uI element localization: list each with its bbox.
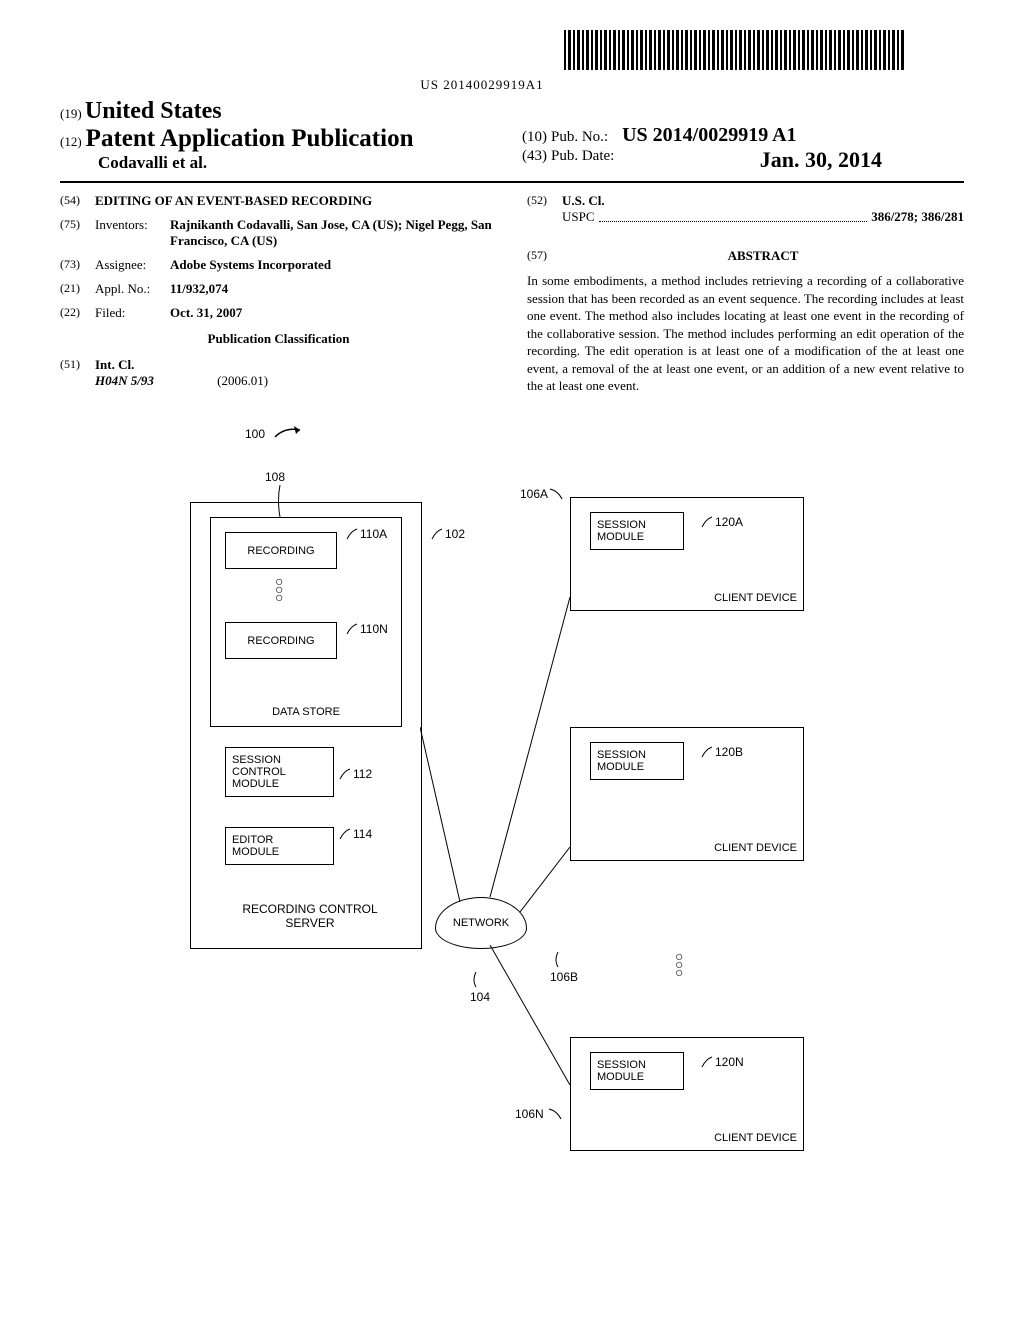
pub-date: Jan. 30, 2014 [760,147,882,173]
right-column: (52) U.S. Cl. USPC 386/278; 386/281 (57)… [527,193,964,397]
client-n-label: CLIENT DEVICE [714,1132,797,1144]
session-module-b-label: SESSION MODULE [597,749,646,773]
client-a-label: CLIENT DEVICE [714,592,797,604]
barcode-text: US 20140029919A1 [60,77,904,93]
assignee-label: Assignee: [95,257,170,273]
assignee-code: (73) [60,257,95,273]
ref-102: 102 [430,527,465,542]
ref-114: 114 [338,827,372,842]
country-name: United States [85,98,222,124]
session-module-a-label: SESSION MODULE [597,519,646,543]
ref-120b: 120B [700,745,743,760]
divider-line [60,181,964,183]
inventors-label: Inventors: [95,217,170,249]
session-module-n-label: SESSION MODULE [597,1059,646,1083]
assignee-value: Adobe Systems Incorporated [170,257,331,272]
pub-date-label: Pub. Date: [551,148,614,164]
abstract-heading: ABSTRACT [562,248,964,264]
datastore-label: DATA STORE [272,706,340,718]
server-label: RECORDING CONTROL SERVER [230,902,390,930]
uscl-label: U.S. Cl. [562,193,605,208]
uscl-prefix: USPC [562,209,595,225]
ref-120n: 120N [700,1055,744,1070]
inventors-value: Rajnikanth Codavalli, San Jose, CA (US);… [170,217,492,248]
uscl-value: 386/278; 386/281 [871,209,964,224]
applno-label: Appl. No.: [95,281,170,297]
barcode-graphic [564,30,904,70]
pub-no: US 2014/0029919 A1 [622,124,796,146]
abstract-text: In some embodiments, a method includes r… [527,272,964,395]
session-module-n: SESSION MODULE [590,1052,684,1090]
barcode-region: US 20140029919A1 [60,30,964,93]
pub-no-label: Pub. No.: [551,129,608,145]
lead-line [275,485,285,520]
recording-a-label: RECORDING [247,545,314,557]
code-43: (43) [522,148,547,164]
session-module-a: SESSION MODULE [590,512,684,550]
conn-server-network [420,727,480,927]
session-control-box: SESSION CONTROL MODULE [225,747,334,797]
ref-106a: 106A [520,487,566,502]
figure-diagram: 100 102 DATA STORE 108 RECORDING 110A ○○… [60,427,964,1147]
applno-code: (21) [60,281,95,297]
inventors-code: (75) [60,217,95,249]
code-12: (12) [60,134,82,149]
session-module-b: SESSION MODULE [590,742,684,780]
intcl-year: (2006.01) [217,373,268,388]
publication-type: Patent Application Publication [86,125,414,152]
ref-112: 112 [338,767,372,782]
abstract-code: (57) [527,248,562,272]
applno-value: 11/932,074 [170,281,228,296]
patent-title: EDITING OF AN EVENT-BASED RECORDING [95,193,497,209]
left-column: (54) EDITING OF AN EVENT-BASED RECORDING… [60,193,497,397]
filed-label: Filed: [95,305,170,321]
title-code: (54) [60,193,95,209]
code-10: (10) [522,129,547,145]
intcl-label: Int. Cl. [95,357,134,372]
code-19: (19) [60,106,82,121]
conn-network-client-n [480,945,580,1095]
ref-108: 108 [265,470,285,484]
header-row: (19) United States (12) Patent Applicati… [60,98,964,173]
recording-n-label: RECORDING [247,635,314,647]
editor-module-label: EDITOR MODULE [232,834,279,858]
arrow-icon [270,422,310,442]
dots-clients: ○○○ [675,952,683,976]
pub-class-heading: Publication Classification [60,331,497,347]
editor-module-box: EDITOR MODULE [225,827,334,865]
session-control-label: SESSION CONTROL MODULE [232,754,286,790]
ref-120a: 120A [700,515,743,530]
intcl-code: (51) [60,357,95,389]
conn-network-client-b [520,847,580,927]
authors-line: Codavalli et al. [98,153,207,172]
filed-code: (22) [60,305,95,321]
recording-a-box: RECORDING [225,532,337,569]
client-b-label: CLIENT DEVICE [714,842,797,854]
intcl-value: H04N 5/93 [95,373,154,388]
dots-recordings: ○○○ [275,577,283,601]
dotted-leader [599,211,868,222]
ref-106n: 106N [515,1107,565,1122]
uscl-code: (52) [527,193,562,225]
ref-100: 100 [245,427,265,441]
ref-110n: 110N [345,622,388,637]
ref-110a: 110A [345,527,387,542]
filed-value: Oct. 31, 2007 [170,305,242,320]
recording-n-box: RECORDING [225,622,337,659]
